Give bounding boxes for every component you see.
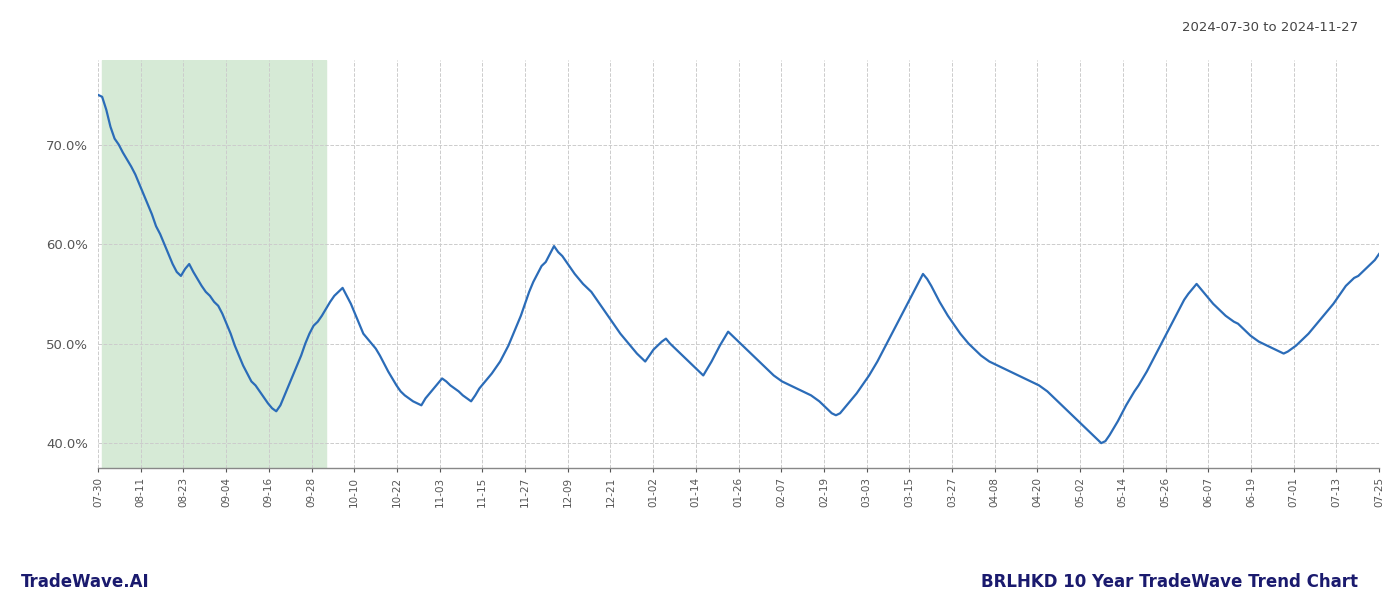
Text: BRLHKD 10 Year TradeWave Trend Chart: BRLHKD 10 Year TradeWave Trend Chart [981, 573, 1358, 591]
Text: 2024-07-30 to 2024-11-27: 2024-07-30 to 2024-11-27 [1182, 21, 1358, 34]
Text: TradeWave.AI: TradeWave.AI [21, 573, 150, 591]
Bar [102, 60, 326, 468]
